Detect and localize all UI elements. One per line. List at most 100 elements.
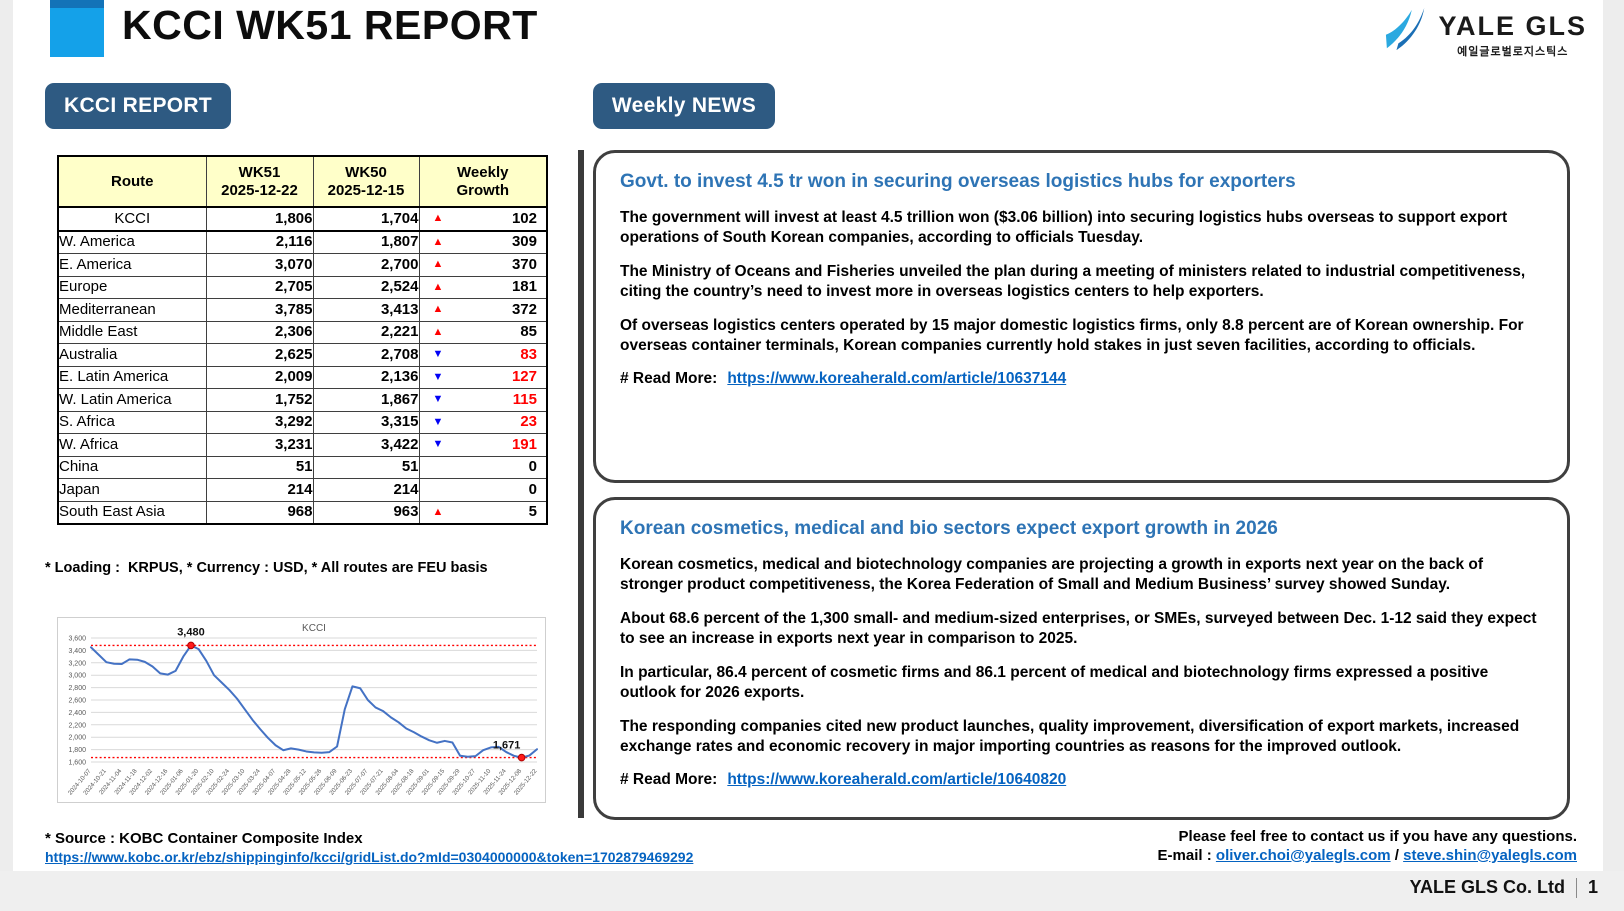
wk51-value-cell: 51 bbox=[205, 455, 314, 479]
table-row: E. America 3,070 2,700 ▲ 370 bbox=[57, 253, 548, 277]
read-more-link[interactable]: https://www.koreaherald.com/article/1063… bbox=[727, 370, 1067, 388]
news-title: Korean cosmetics, medical and bio sector… bbox=[620, 518, 1278, 539]
wk51-value-cell: 2,009 bbox=[205, 365, 314, 389]
chart-title: KCCI bbox=[302, 623, 326, 634]
wk50-value-cell: 1,807 bbox=[312, 230, 420, 254]
wk51-value-cell: 2,705 bbox=[205, 275, 314, 299]
source-label: * Source : KOBC Container Composite Inde… bbox=[45, 830, 363, 847]
wk50-value-cell: 3,315 bbox=[312, 410, 420, 434]
page-margin-right bbox=[1603, 0, 1624, 871]
email-link-2[interactable]: steve.shin@yalegls.com bbox=[1403, 846, 1577, 864]
route-cell: E. Latin America bbox=[57, 365, 207, 389]
down-triangle-icon: ▼ bbox=[432, 348, 444, 361]
wk50-value-cell: 2,524 bbox=[312, 275, 420, 299]
down-triangle-icon: ▼ bbox=[432, 370, 444, 383]
chart-ytick-label: 2,800 bbox=[68, 685, 86, 692]
chart-canvas: KCCI 1,600 1,800 2,000 2,200 2,400 2,600 2,800 3… bbox=[67, 623, 539, 797]
wk51-value-cell: 968 bbox=[205, 500, 314, 525]
column-divider bbox=[578, 150, 584, 818]
chart-ytick-label: 2,600 bbox=[68, 698, 86, 705]
table-row: W. Africa 3,231 3,422 ▼ 191 bbox=[57, 433, 548, 457]
source-link[interactable]: https://www.kobc.or.kr/ebz/shippinginfo/… bbox=[45, 849, 694, 865]
chart-marker-dot bbox=[517, 753, 526, 762]
up-triangle-icon: ▲ bbox=[432, 235, 444, 248]
route-cell: China bbox=[57, 455, 207, 479]
table-row: Middle East 2,306 2,221 ▲ 85 bbox=[57, 320, 548, 344]
wk51-value-cell: 2,625 bbox=[205, 343, 314, 367]
growth-cell: ▼ 191 bbox=[418, 433, 548, 457]
table-row: Mediterranean 3,785 3,413 ▲ 372 bbox=[57, 298, 548, 322]
wk51-value-cell: 214 bbox=[205, 478, 314, 502]
route-cell: Japan bbox=[57, 478, 207, 502]
growth-cell: 0 bbox=[418, 455, 548, 479]
table-row: E. Latin America 2,009 2,136 ▼ 127 bbox=[57, 365, 548, 389]
down-triangle-icon: ▼ bbox=[432, 393, 444, 406]
read-more-label: # Read More: bbox=[620, 771, 718, 789]
growth-value: 181 bbox=[511, 278, 537, 296]
up-triangle-icon: ▲ bbox=[432, 280, 444, 293]
news-paragraph: The responding companies cited new produ… bbox=[620, 718, 1520, 755]
news-paragraph: The Ministry of Oceans and Fisheries unv… bbox=[620, 263, 1526, 300]
route-cell: Australia bbox=[57, 343, 207, 367]
page-footer: YALE GLS Co. Ltd 1 bbox=[1410, 877, 1598, 898]
up-triangle-icon: ▲ bbox=[432, 505, 444, 518]
growth-value: 127 bbox=[511, 368, 537, 386]
email-label: E-mail : bbox=[1157, 846, 1212, 864]
growth-value: 83 bbox=[520, 345, 537, 363]
wk50-date: 2025-12-15 bbox=[327, 181, 405, 199]
growth-label-line1: Weekly bbox=[457, 163, 509, 181]
up-triangle-icon: ▲ bbox=[432, 258, 444, 271]
wk51-value-cell: 3,785 bbox=[205, 298, 314, 322]
route-cell: South East Asia bbox=[57, 500, 207, 525]
table-row: W. Latin America 1,752 1,867 ▼ 115 bbox=[57, 388, 548, 412]
route-cell: W. America bbox=[57, 230, 207, 254]
news-paragraph: Of overseas logistics centers operated b… bbox=[620, 317, 1524, 354]
source-note: * Source : KOBC Container Composite Inde… bbox=[45, 830, 693, 865]
up-triangle-icon: ▲ bbox=[432, 325, 444, 338]
kcci-rates-table: Route WK51 2025-12-22 WK50 2025-12-15 We… bbox=[57, 155, 548, 525]
logo-swoosh-icon bbox=[1386, 7, 1425, 51]
route-cell: E. America bbox=[57, 253, 207, 277]
email-separator: / bbox=[1394, 846, 1399, 864]
table-row: China 51 51 0 bbox=[57, 455, 548, 479]
company-name: YALE GLS Co. Ltd bbox=[1409, 877, 1565, 897]
growth-label-line2: Growth bbox=[456, 181, 510, 199]
growth-value: 0 bbox=[528, 458, 537, 476]
wk51-value-cell: 3,292 bbox=[205, 410, 314, 434]
table-header-row: Route WK51 2025-12-22 WK50 2025-12-15 We… bbox=[57, 155, 548, 208]
growth-cell: 0 bbox=[418, 478, 548, 502]
table-row: W. America 2,116 1,807 ▲ 309 bbox=[57, 230, 548, 254]
email-line: E-mail : oliver.choi@yalegls.com / steve… bbox=[1158, 847, 1577, 866]
wk50-value-cell: 1,867 bbox=[312, 388, 420, 412]
page-margin-left bbox=[0, 0, 13, 871]
news-paragraph: Korean cosmetics, medical and biotechnol… bbox=[620, 556, 1484, 593]
growth-value: 23 bbox=[520, 413, 537, 431]
route-cell: Europe bbox=[57, 275, 207, 299]
news-panel-2: Korean cosmetics, medical and bio sector… bbox=[593, 497, 1570, 820]
email-link-1[interactable]: oliver.choi@yalegls.com bbox=[1215, 846, 1391, 864]
news-body: Korean cosmetics, medical and biotechnol… bbox=[620, 555, 1543, 756]
table-row: South East Asia 968 963 ▲ 5 bbox=[57, 500, 548, 525]
growth-cell: ▲ 370 bbox=[418, 253, 548, 277]
growth-cell: ▼ 83 bbox=[418, 343, 548, 367]
growth-cell: ▲ 102 bbox=[418, 206, 548, 232]
growth-cell: ▲ 372 bbox=[418, 298, 548, 322]
table-row: Australia 2,625 2,708 ▼ 83 bbox=[57, 343, 548, 367]
growth-value: 370 bbox=[511, 255, 537, 273]
column-header-route: Route bbox=[57, 155, 207, 208]
read-more-link[interactable]: https://www.koreaherald.com/article/1064… bbox=[727, 771, 1067, 789]
growth-value: 0 bbox=[528, 480, 537, 498]
wk50-value-cell: 3,413 bbox=[312, 298, 420, 322]
table-row: Europe 2,705 2,524 ▲ 181 bbox=[57, 275, 548, 299]
chart-series-line bbox=[90, 644, 538, 759]
growth-cell: ▲ 309 bbox=[418, 230, 548, 254]
chart-ytick-label: 1,600 bbox=[68, 760, 86, 767]
page-number: 1 bbox=[1587, 877, 1598, 897]
route-cell: W. Latin America bbox=[57, 388, 207, 412]
growth-value: 115 bbox=[512, 390, 537, 408]
chart-marker-dot bbox=[187, 641, 195, 650]
up-triangle-icon: ▲ bbox=[432, 303, 444, 316]
page-title: KCCI WK51 REPORT bbox=[122, 2, 538, 48]
contact-block: Please feel free to contact us if you ha… bbox=[1158, 828, 1577, 866]
